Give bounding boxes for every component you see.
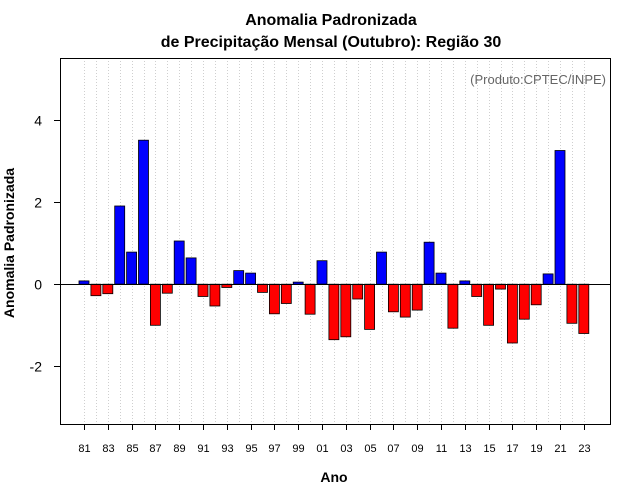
bar-82 — [90, 283, 102, 297]
bar-94 — [233, 270, 245, 285]
bar-09 — [411, 283, 423, 311]
bar-83 — [102, 283, 114, 295]
bar-06 — [376, 251, 387, 285]
bar-89 — [173, 240, 185, 285]
bar-00 — [304, 283, 316, 315]
bar-20 — [542, 273, 554, 285]
x-tick-label: 89 — [173, 443, 185, 455]
x-tick-label: 81 — [78, 443, 90, 455]
bar-01 — [316, 260, 328, 285]
x-tick-label: 85 — [126, 443, 138, 455]
x-tick-label: 19 — [530, 443, 542, 455]
y-axis-title: Anomalia Padronizada — [1, 168, 17, 318]
bar-95 — [245, 272, 257, 285]
bar-04 — [352, 283, 364, 300]
bar-07 — [387, 283, 399, 313]
bar-90 — [185, 257, 197, 285]
vertical-gridlines — [84, 58, 585, 424]
bar-03 — [340, 283, 352, 338]
bar-88 — [161, 283, 173, 294]
bar-21 — [554, 150, 566, 285]
source-annotation: (Produto:CPTEC/INPE) — [470, 72, 606, 87]
bar-13 — [459, 280, 471, 285]
x-tick-label: 09 — [411, 443, 423, 455]
bar-22 — [566, 283, 578, 324]
chart-title-line1: Anomalia Padronizada — [245, 12, 417, 29]
x-tick-label: 99 — [292, 443, 304, 455]
bar-86 — [138, 139, 149, 285]
bar-14 — [471, 283, 483, 297]
bar-84 — [114, 205, 126, 285]
bar-99 — [292, 281, 304, 285]
x-tick-label: 95 — [245, 443, 257, 455]
bar-08 — [399, 283, 411, 318]
x-axis-title: Ano — [320, 469, 347, 485]
bar-81 — [78, 280, 90, 285]
bar-15 — [483, 283, 495, 326]
bar-12 — [447, 283, 459, 329]
x-tick-label: 97 — [268, 443, 280, 455]
x-tick-label: 05 — [364, 443, 376, 455]
x-tick-label: 11 — [436, 443, 447, 455]
bar-23 — [578, 283, 590, 334]
x-axis: 81 83 85 87 89 91 93 95 97 99 01 03 05 07 09 11 13 15 17 19… — [78, 424, 591, 455]
bar-91 — [197, 283, 209, 297]
x-tick-label: 83 — [102, 443, 114, 455]
x-tick-label: 01 — [316, 443, 328, 455]
bar-92 — [209, 283, 221, 307]
y-tick-label: 0 — [34, 277, 42, 293]
x-tick-label: 15 — [483, 443, 495, 455]
bar-98 — [280, 283, 292, 304]
plot-frame — [60, 58, 611, 425]
x-tick-label: 21 — [554, 443, 566, 455]
x-tick-label: 03 — [340, 443, 352, 455]
y-axis: -2 0 2 4 — [30, 113, 60, 375]
bar-18 — [518, 283, 530, 320]
bar-96 — [257, 283, 268, 293]
x-tick-label: 91 — [197, 443, 209, 455]
bars — [78, 139, 590, 344]
bar-87 — [149, 283, 161, 326]
x-tick-label: 87 — [149, 443, 161, 455]
bar-17 — [506, 283, 518, 344]
bar-05 — [364, 283, 376, 330]
bar-19 — [530, 283, 542, 306]
bar-97 — [268, 283, 280, 315]
x-tick-label: 93 — [221, 443, 233, 455]
chart-title-line2: de Precipitação Mensal (Outubro): Região… — [161, 34, 502, 51]
x-tick-label: 13 — [459, 443, 471, 455]
y-tick-label: -2 — [30, 359, 43, 375]
x-tick-label: 23 — [578, 443, 590, 455]
bar-10 — [423, 241, 435, 285]
x-tick-label: 07 — [387, 443, 399, 455]
y-tick-label: 4 — [34, 113, 42, 129]
bar-11 — [435, 272, 447, 285]
bar-85 — [126, 251, 137, 285]
x-tick-label: 17 — [506, 443, 518, 455]
y-tick-label: 2 — [34, 195, 42, 211]
bar-02 — [328, 283, 340, 341]
